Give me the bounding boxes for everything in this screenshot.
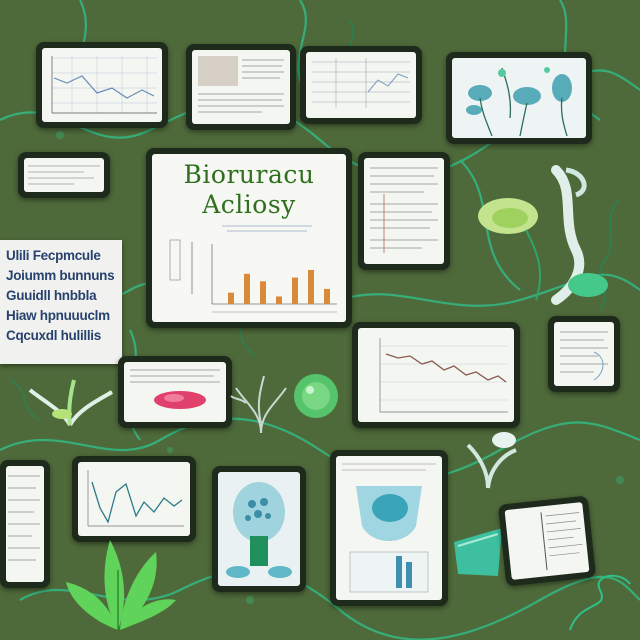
- main-poster[interactable]: Bioruracu Acliosy: [146, 148, 352, 328]
- poster-bar: [260, 281, 266, 304]
- specimen-illustration: [226, 482, 292, 578]
- wave-chart-card[interactable]: [72, 456, 196, 542]
- document-card-3[interactable]: [548, 316, 620, 392]
- poster-bar-chart: [169, 225, 337, 313]
- table-thumbnail: [312, 58, 410, 108]
- specimen-card[interactable]: [212, 466, 306, 592]
- document-thumbnail: [198, 56, 284, 113]
- big-green-leaf: [66, 540, 176, 630]
- flask-illustration: [342, 463, 436, 593]
- left-document-card[interactable]: [0, 460, 50, 588]
- poster-bar: [228, 292, 234, 304]
- cell-sphere: [294, 374, 338, 418]
- poster-bar: [324, 288, 330, 304]
- document-card-2[interactable]: [358, 152, 450, 270]
- document-with-highlight: [130, 369, 220, 409]
- line-chart-card[interactable]: [36, 42, 168, 128]
- trend-line-chart: [379, 338, 508, 413]
- poster-bar: [292, 277, 298, 304]
- document-thumbnail: [560, 331, 608, 381]
- table-card[interactable]: [300, 46, 422, 124]
- small-chart-thumbnail: [28, 165, 100, 185]
- plant-bloom: [466, 432, 517, 489]
- trend-chart-card[interactable]: [352, 322, 520, 428]
- text-side-panel: Ulili Fecpmcule Joiumm bunnuns Guuidll h…: [0, 240, 122, 364]
- poster-bar: [276, 296, 282, 304]
- side-panel-line: Hiaw hpnuuuclm: [6, 308, 110, 323]
- document-thumbnail: [370, 167, 438, 253]
- poster-title-line-2: Acliosy: [202, 190, 296, 219]
- vine-swirl: [569, 574, 631, 631]
- book-thumbnail: [540, 512, 583, 571]
- heatmap-card[interactable]: [118, 356, 232, 428]
- side-panel-line: Ulili Fecpmcule: [6, 248, 101, 263]
- flower-illustration: [28, 379, 113, 427]
- small-chart-card[interactable]: [18, 152, 110, 198]
- coral-illustration: [230, 375, 287, 434]
- plant-illustration: [478, 165, 608, 305]
- side-panel-line: Joiumm bunnuns: [6, 268, 115, 283]
- side-panel-text: Ulili Fecpmcule Joiumm bunnuns Guuidll h…: [6, 246, 116, 358]
- document-card-1[interactable]: [186, 44, 296, 130]
- line-chart-thumbnail: [51, 56, 157, 114]
- open-book-card[interactable]: [497, 495, 597, 587]
- document-thumbnail: [8, 475, 40, 561]
- poster-bar: [308, 270, 314, 304]
- microscopy-card[interactable]: [446, 52, 592, 144]
- poster-title-line-1: Bioruracu: [183, 160, 315, 189]
- flask-card[interactable]: [330, 450, 448, 606]
- side-panel-line: Cqcuxdl hulillis: [6, 328, 101, 343]
- wave-line-chart: [87, 470, 184, 527]
- side-panel-line: Guuidll hnbbla: [6, 288, 97, 303]
- teal-leaf: [454, 528, 502, 576]
- poster-bar: [244, 273, 250, 304]
- plant-cell-illustration: [466, 67, 572, 137]
